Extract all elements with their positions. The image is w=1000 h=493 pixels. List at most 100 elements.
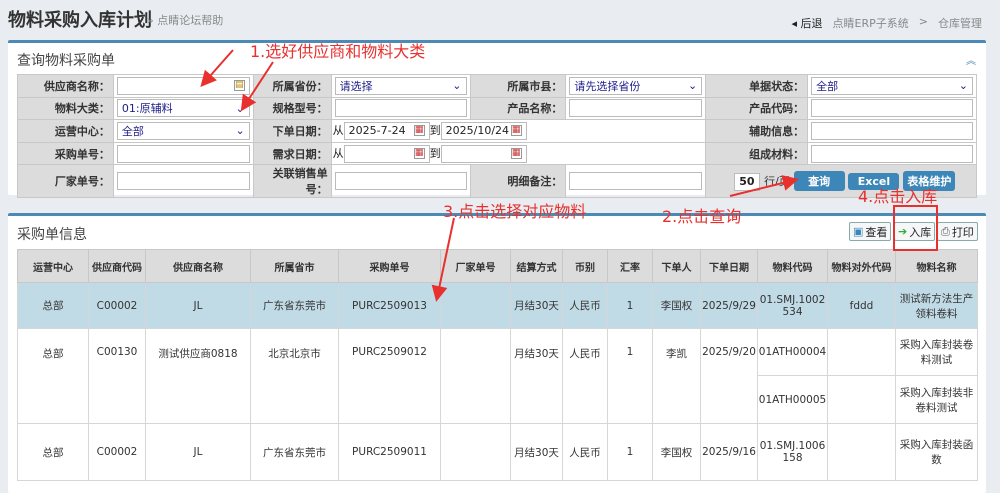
order-date-from-input[interactable]: 2025-7-24 ▦: [343, 121, 430, 140]
column-header[interactable]: 下单日期: [700, 249, 758, 283]
view-icon: ▣: [853, 225, 864, 238]
cell-date: 2025/9/16: [700, 423, 758, 481]
table-row[interactable]: 总部 C00002 JL 广东省东莞市 PURC2509011 月结30天 人民币 1 李国权 2…: [17, 423, 978, 481]
order-date-label: 下单日期：: [252, 119, 332, 143]
ops-center-select[interactable]: 全部 ⌄: [116, 121, 250, 140]
detail-note-label: 明细备注：: [469, 164, 567, 199]
column-header[interactable]: 采购单号: [338, 249, 441, 283]
calendar-icon[interactable]: ▦: [413, 148, 425, 160]
cell-factory-no: [440, 328, 511, 424]
cell-currency: 人民币: [562, 282, 608, 329]
column-header[interactable]: 物料名称: [895, 249, 978, 283]
cell-settle: 月结30天: [510, 328, 563, 424]
from-label: 从: [332, 146, 344, 160]
breadcrumb-erp[interactable]: 点睛ERP子系统: [832, 17, 909, 30]
po-number-input[interactable]: [116, 144, 250, 163]
table-maintain-button[interactable]: 表格维护: [903, 171, 956, 192]
column-header[interactable]: 结算方式: [510, 249, 563, 283]
annotation-step4: 4.点击入库: [858, 187, 938, 206]
product-code-input[interactable]: [811, 99, 973, 118]
column-header[interactable]: 汇率: [607, 249, 653, 283]
arrow-to-row: [431, 217, 455, 302]
results-panel-title: 采购单信息: [17, 227, 87, 243]
column-header[interactable]: 供应商名称: [145, 249, 251, 283]
cell-supplier-code: C00130: [88, 328, 146, 424]
cell-orderer: 李凯: [652, 328, 701, 424]
column-header[interactable]: 物料代码: [757, 249, 828, 283]
sales-no-label: 关联销售单号：: [252, 164, 332, 199]
column-header[interactable]: 运营中心: [17, 249, 89, 283]
help-link[interactable]: » 点睛论坛帮助: [147, 14, 224, 27]
order-date-to-input[interactable]: 2025/10/24 ▦: [440, 121, 527, 140]
cell-factory-no: [440, 423, 511, 481]
product-name-label: 产品名称：: [469, 96, 567, 121]
breadcrumb-warehouse[interactable]: 仓库管理: [938, 17, 982, 30]
status-select[interactable]: 全部 ⌄: [811, 76, 973, 95]
calendar-icon[interactable]: ▦: [510, 125, 522, 137]
double-chevron-up-icon[interactable]: ︽: [966, 56, 976, 67]
lookup-icon[interactable]: ▤: [233, 80, 245, 92]
column-header[interactable]: 供应商代码: [88, 249, 146, 283]
table-row[interactable]: 总部 C00002 JL 广东省东莞市 PURC2509013 月结30天 人民币 1 李国权 2…: [17, 282, 978, 329]
cell-supplier-code: C00002: [88, 282, 146, 329]
column-header[interactable]: 厂家单号: [440, 249, 511, 283]
factory-no-input[interactable]: [116, 172, 250, 191]
factory-no-label: 厂家单号：: [17, 164, 114, 199]
need-date-from-input[interactable]: ▦: [343, 144, 430, 163]
back-link[interactable]: ◂ 后退: [791, 17, 823, 30]
excel-button[interactable]: Excel: [848, 173, 900, 191]
calendar-icon[interactable]: ▦: [413, 125, 425, 137]
material-category-select[interactable]: 01:原辅料 ⌄: [116, 99, 250, 118]
cell-item-code: 01.SMJ.1002534: [757, 282, 828, 329]
cell-item-ext-code: fddd: [827, 282, 896, 329]
column-header[interactable]: 所属省市: [250, 249, 339, 283]
rows-per-page-input[interactable]: 50: [734, 172, 761, 191]
aux-info-input[interactable]: [811, 121, 973, 140]
spec-label: 规格型号：: [252, 96, 332, 121]
table-row[interactable]: 01ATH00005 采购入库封装非卷料测试: [18, 375, 978, 424]
chevron-down-icon: ⌄: [958, 79, 968, 93]
cell-currency: 人民币: [562, 423, 608, 481]
cell-rate: 1: [607, 423, 653, 481]
table-row[interactable]: 总部 C00130 测试供应商0818 北京北京市 PURC2509012 月结30天 人民…: [17, 328, 978, 424]
detail-note-input[interactable]: [569, 172, 703, 191]
chevron-down-icon: ⌄: [688, 79, 698, 93]
cell-item-name: 测试新方法生产领料卷料: [895, 282, 978, 329]
stock-in-button[interactable]: ➔ 入库: [894, 222, 936, 241]
purchase-order-table: 运营中心 供应商代码 供应商名称 所属省市 采购单号 厂家单号 结算方式 币别 汇率 下单人 下单日…: [17, 249, 978, 481]
sales-no-input[interactable]: [334, 172, 467, 191]
cell-currency: 人民币: [562, 328, 608, 424]
cell-item-name: 采购入库封装非卷料测试: [895, 375, 978, 424]
column-header[interactable]: 物料对外代码: [827, 249, 896, 283]
need-date-to-input[interactable]: ▦: [440, 144, 527, 163]
cell-item-ext-code: [827, 423, 896, 481]
view-button[interactable]: ▣ 查看: [849, 222, 892, 241]
composition-label: 组成材料：: [705, 141, 809, 166]
breadcrumb-sep: >: [918, 15, 928, 28]
province-select[interactable]: 请选择 ⌄: [334, 76, 467, 95]
spec-input[interactable]: [334, 99, 467, 118]
print-button[interactable]: ⎙ 打印: [937, 222, 978, 241]
chevron-down-icon: ⌄: [452, 79, 462, 93]
cell-item-code: 01.SMJ.1006158: [757, 423, 828, 481]
product-name-input[interactable]: [569, 99, 703, 118]
material-category-label: 物料大类：: [17, 96, 114, 121]
cell-orderer: 李国权: [652, 282, 701, 329]
cell-center: 总部: [17, 328, 89, 424]
column-header[interactable]: 币别: [562, 249, 608, 283]
column-header[interactable]: 下单人: [652, 249, 701, 283]
chevron-down-icon: ⌄: [235, 124, 245, 138]
printer-icon: ⎙: [941, 224, 950, 238]
cell-settle: 月结30天: [510, 423, 563, 481]
annotation-arrows: [200, 49, 938, 302]
arrow-to-query: [729, 175, 799, 197]
calendar-icon[interactable]: ▦: [510, 148, 522, 160]
cell-orderer: 李国权: [652, 423, 701, 481]
composition-input[interactable]: [811, 144, 973, 163]
to-label: 到: [429, 146, 441, 160]
status-label: 单据状态：: [705, 74, 809, 98]
highlight-stock-in: [893, 205, 938, 251]
query-button[interactable]: 查询: [793, 171, 845, 192]
cell-item-name: 采购入库封装函数: [895, 423, 978, 481]
city-select[interactable]: 请先选择省份 ⌄: [569, 76, 703, 95]
